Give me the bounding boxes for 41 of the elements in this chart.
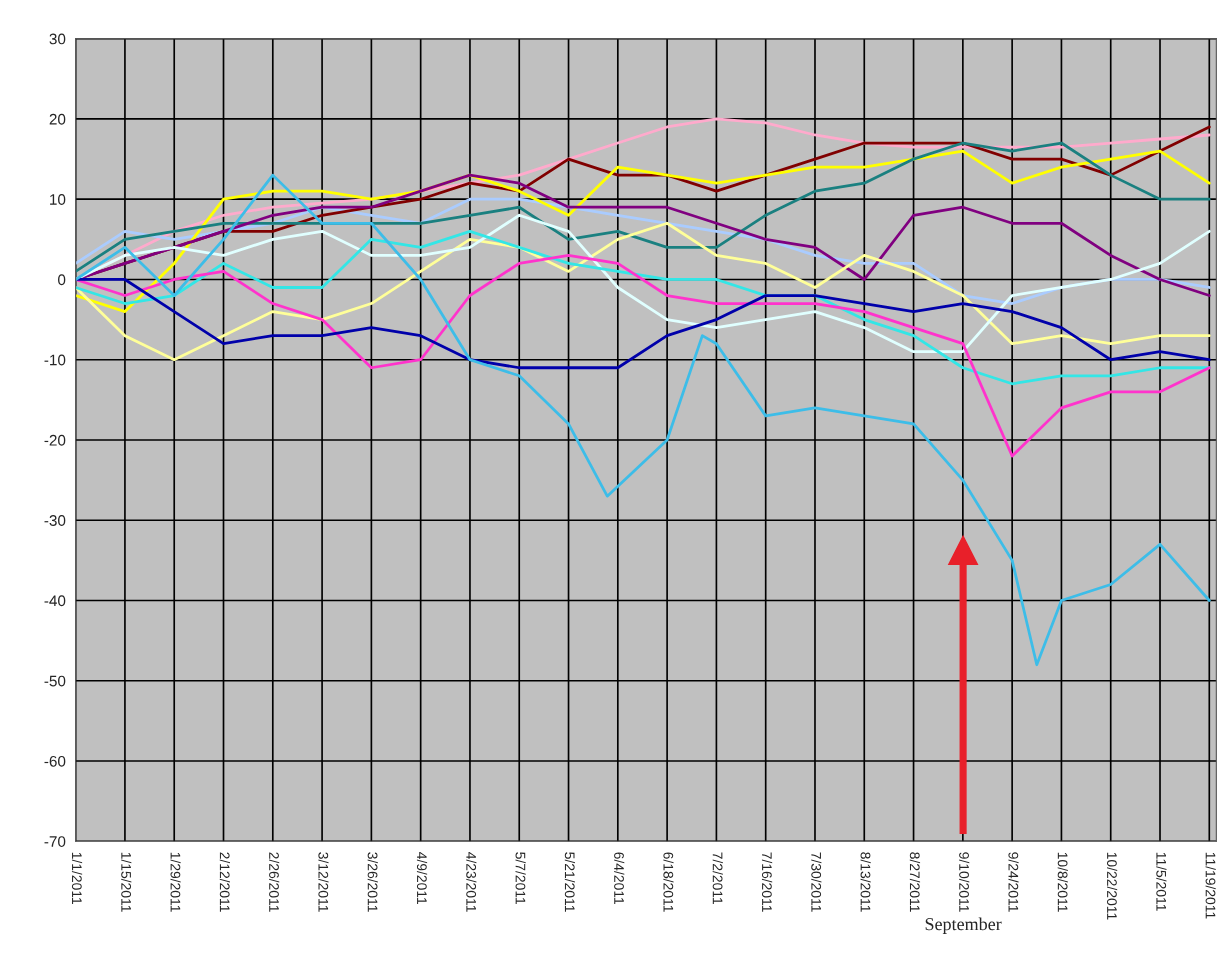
x-tick-label: 8/13/2011 (860, 852, 871, 912)
line-series (75, 229, 1211, 386)
y-tick-label: 10 (50, 194, 66, 205)
x-tick-label: 11/19/2011 (1205, 852, 1216, 919)
x-tick-label: 7/2/2011 (712, 852, 723, 905)
x-tick-label: 3/26/2011 (367, 852, 378, 912)
x-tick-label: 5/7/2011 (515, 852, 526, 905)
y-tick-label: -70 (44, 836, 66, 847)
y-tick-label: 0 (58, 274, 66, 286)
y-tick-label: -50 (44, 675, 66, 687)
x-tick-label: 9/24/2011 (1008, 852, 1019, 912)
line-series (75, 278, 1211, 370)
line-series (75, 173, 1211, 667)
x-tick-label: 9/10/2011 (959, 852, 970, 912)
x-tick-label: 6/18/2011 (663, 852, 674, 912)
y-tick-label: -10 (44, 354, 66, 366)
x-tick-label: 7/30/2011 (811, 852, 822, 912)
x-tick-label: 2/26/2011 (269, 852, 280, 912)
x-tick-label: 6/4/2011 (614, 852, 625, 905)
x-tick-label: 1/15/2011 (121, 852, 132, 912)
y-tick-label: -60 (44, 755, 66, 767)
x-tick-label: 10/8/2011 (1057, 852, 1068, 912)
x-tick-label: 1/1/2011 (71, 852, 83, 905)
line-series (75, 253, 1211, 458)
x-tick-label: 7/16/2011 (761, 852, 773, 912)
x-tick-label: 4/9/2011 (416, 852, 428, 905)
x-tick-label: 10/22/2011 (1106, 852, 1118, 920)
y-tick-label: 30 (49, 33, 66, 45)
text: September (925, 917, 1002, 934)
x-tick-label: 4/23/2011 (466, 852, 477, 912)
x-tick-label: 2/12/2011 (219, 852, 230, 912)
y-tick-label: -30 (44, 515, 66, 526)
line-series (75, 141, 1211, 273)
x-tick-label: 1/29/2011 (170, 852, 181, 912)
x-tick-label: 11/5/2011 (1156, 852, 1167, 911)
x-tick-label: 5/21/2011 (564, 852, 576, 912)
y-tick-label: 20 (49, 113, 66, 125)
y-tick-label: -20 (44, 434, 66, 446)
x-tick-label: 8/27/2011 (909, 852, 921, 912)
x-tick-label: 3/12/2011 (318, 852, 329, 912)
y-tick-label: -40 (44, 595, 66, 607)
